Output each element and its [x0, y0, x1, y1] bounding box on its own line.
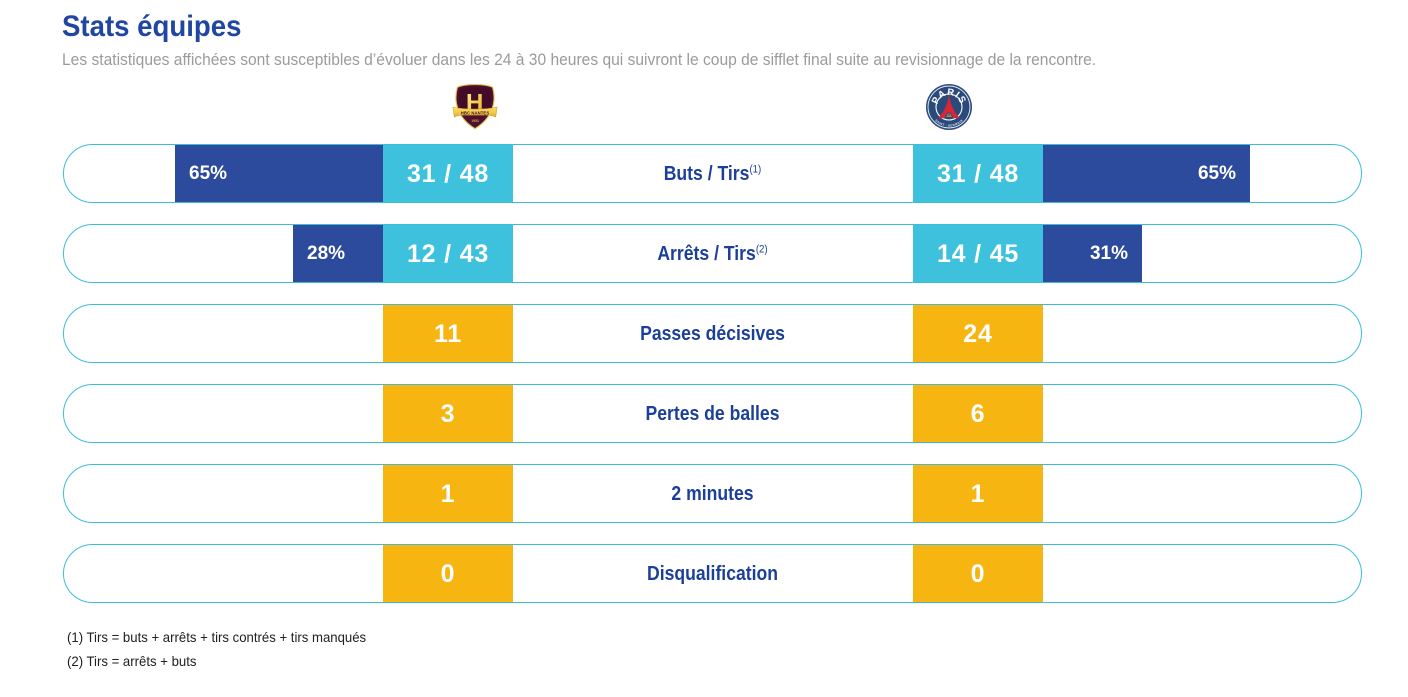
svg-text:PARIS: PARIS: [930, 87, 968, 106]
svg-text:1953: 1953: [471, 119, 479, 123]
svg-text:HBC NANTES: HBC NANTES: [461, 111, 490, 116]
